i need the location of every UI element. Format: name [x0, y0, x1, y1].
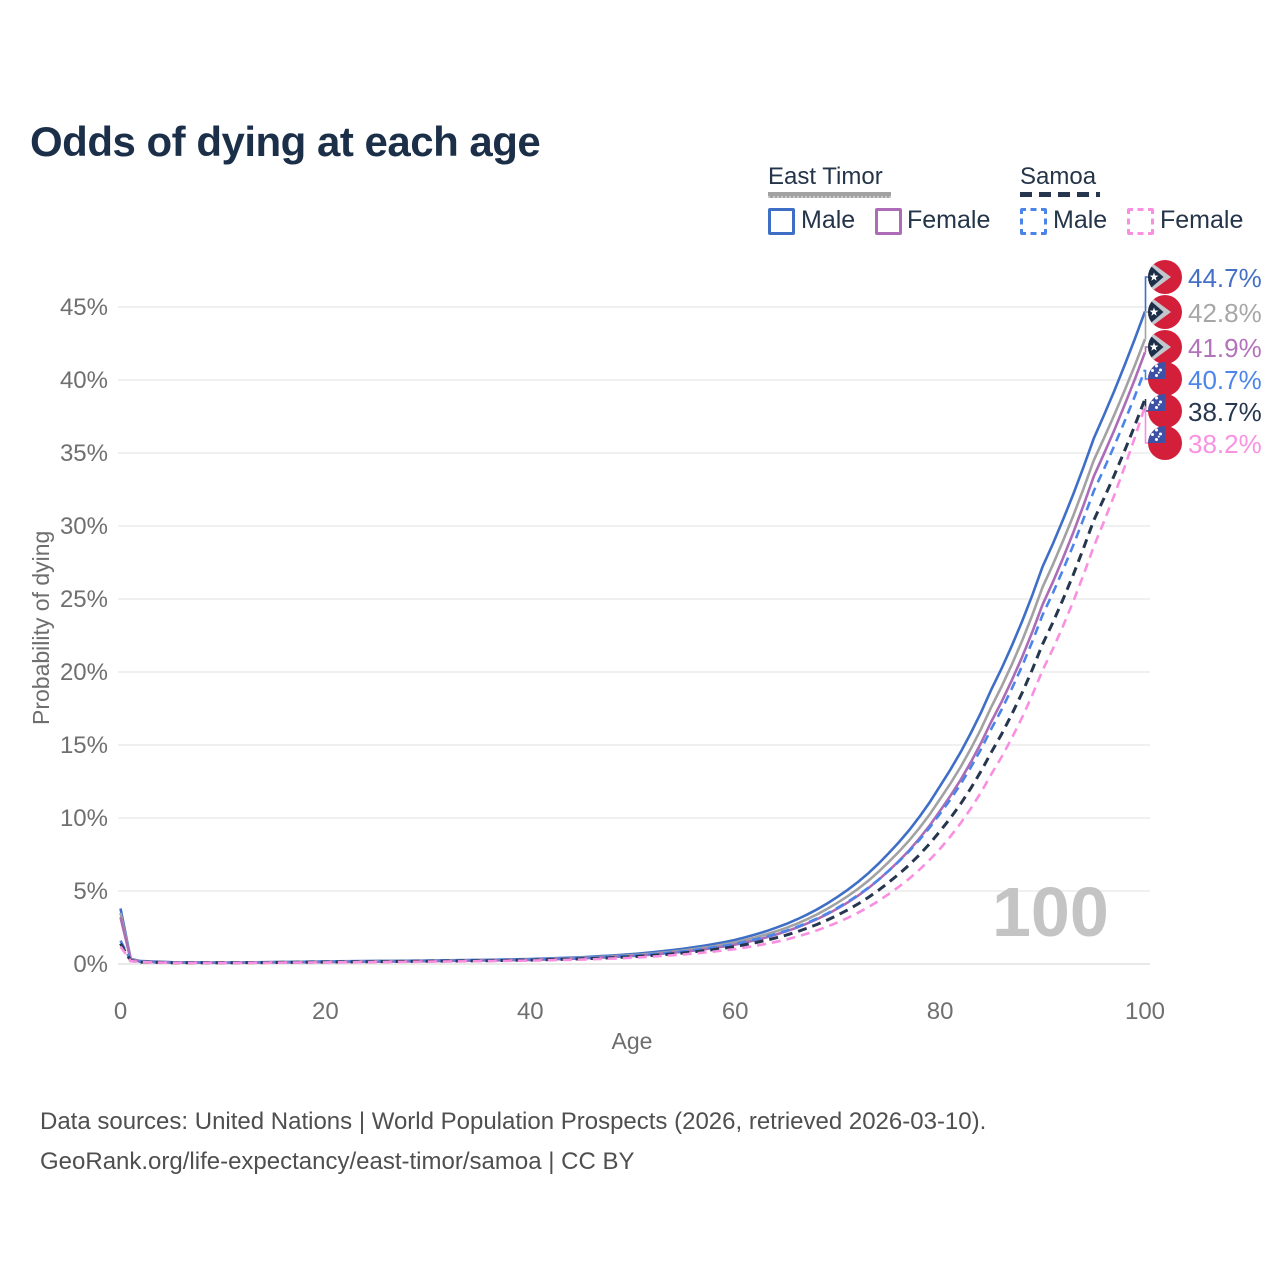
y-axis-title: Probability of dying [28, 530, 54, 726]
gridlines [118, 306, 1150, 965]
attribution-link-text: GeoRank.org/life-expectancy/east-timor/s… [40, 1148, 635, 1175]
samoa-flag-icon [1148, 394, 1182, 428]
leader-line-east-timor-male [1144, 276, 1149, 312]
x-axis-title: Age [611, 1028, 653, 1054]
legend-swatch-samoa-male[interactable] [1020, 208, 1047, 235]
end-label-east-timor-female: 41.9% [1188, 333, 1262, 363]
x-tick-label-40: 40 [516, 998, 544, 1025]
legend-underline-samoa [1020, 192, 1100, 197]
east-timor-flag-icon [1148, 295, 1182, 329]
legend-label-samoa-female[interactable]: Female [1160, 206, 1244, 234]
y-tick-label-20%: 20% [59, 659, 108, 686]
y-tick-label-30%: 30% [59, 513, 108, 540]
age-counter-watermark: 100 [992, 873, 1109, 951]
end-label-east-timor-both: 42.8% [1188, 298, 1262, 328]
x-tick-label-80: 80 [926, 998, 954, 1025]
end-label-east-timor-male: 44.7% [1188, 263, 1262, 293]
y-tick-label-40%: 40% [59, 367, 108, 394]
series-line-east-timor-both[interactable] [119, 338, 1147, 965]
end-label-samoa-both: 38.7% [1188, 397, 1262, 427]
end-label-samoa-male: 40.7% [1188, 365, 1262, 395]
legend-group-east-timor[interactable]: East Timor [768, 163, 883, 190]
legend-label-samoa-male[interactable]: Male [1053, 206, 1108, 234]
y-tick-label-35%: 35% [59, 440, 108, 467]
east-timor-flag-icon [1148, 330, 1182, 364]
x-tick-label-60: 60 [721, 998, 749, 1025]
series-line-samoa-female[interactable] [119, 405, 1147, 965]
leader-line-east-timor-both [1144, 311, 1149, 340]
y-tick-label-5%: 5% [73, 878, 108, 905]
page-title: Odds of dying at each age [30, 118, 541, 166]
y-tick-label-0%: 0% [73, 951, 108, 978]
x-tick-label-0: 0 [113, 998, 128, 1025]
legend-group-samoa[interactable]: Samoa [1020, 163, 1097, 190]
y-tick-label-45%: 45% [59, 294, 108, 321]
samoa-flag-icon [1148, 362, 1182, 396]
leader-line-samoa-male [1144, 369, 1149, 380]
y-tick-label-10%: 10% [59, 805, 108, 832]
samoa-flag-icon [1148, 426, 1182, 460]
legend-label-east-timor-female[interactable]: Female [907, 206, 991, 234]
y-tick-label-25%: 25% [59, 586, 108, 613]
legend-swatch-east-timor-female[interactable] [875, 208, 902, 235]
east-timor-flag-icon [1148, 260, 1182, 294]
series-line-east-timor-male[interactable] [119, 310, 1147, 964]
legend-underline-east-timor [768, 192, 891, 198]
data-sources-text: Data sources: United Nations | World Pop… [40, 1108, 987, 1135]
end-label-samoa-female: 38.2% [1188, 429, 1262, 459]
leader-line-samoa-female [1144, 406, 1149, 444]
x-tick-label-20: 20 [312, 998, 339, 1025]
y-tick-label-15%: 15% [59, 732, 108, 759]
legend-label-east-timor-male[interactable]: Male [801, 206, 856, 234]
leader-line-east-timor-female [1144, 346, 1149, 353]
legend-swatch-samoa-female[interactable] [1127, 208, 1154, 235]
legend-swatch-east-timor-male[interactable] [768, 208, 795, 235]
x-tick-label-100: 100 [1124, 998, 1166, 1025]
